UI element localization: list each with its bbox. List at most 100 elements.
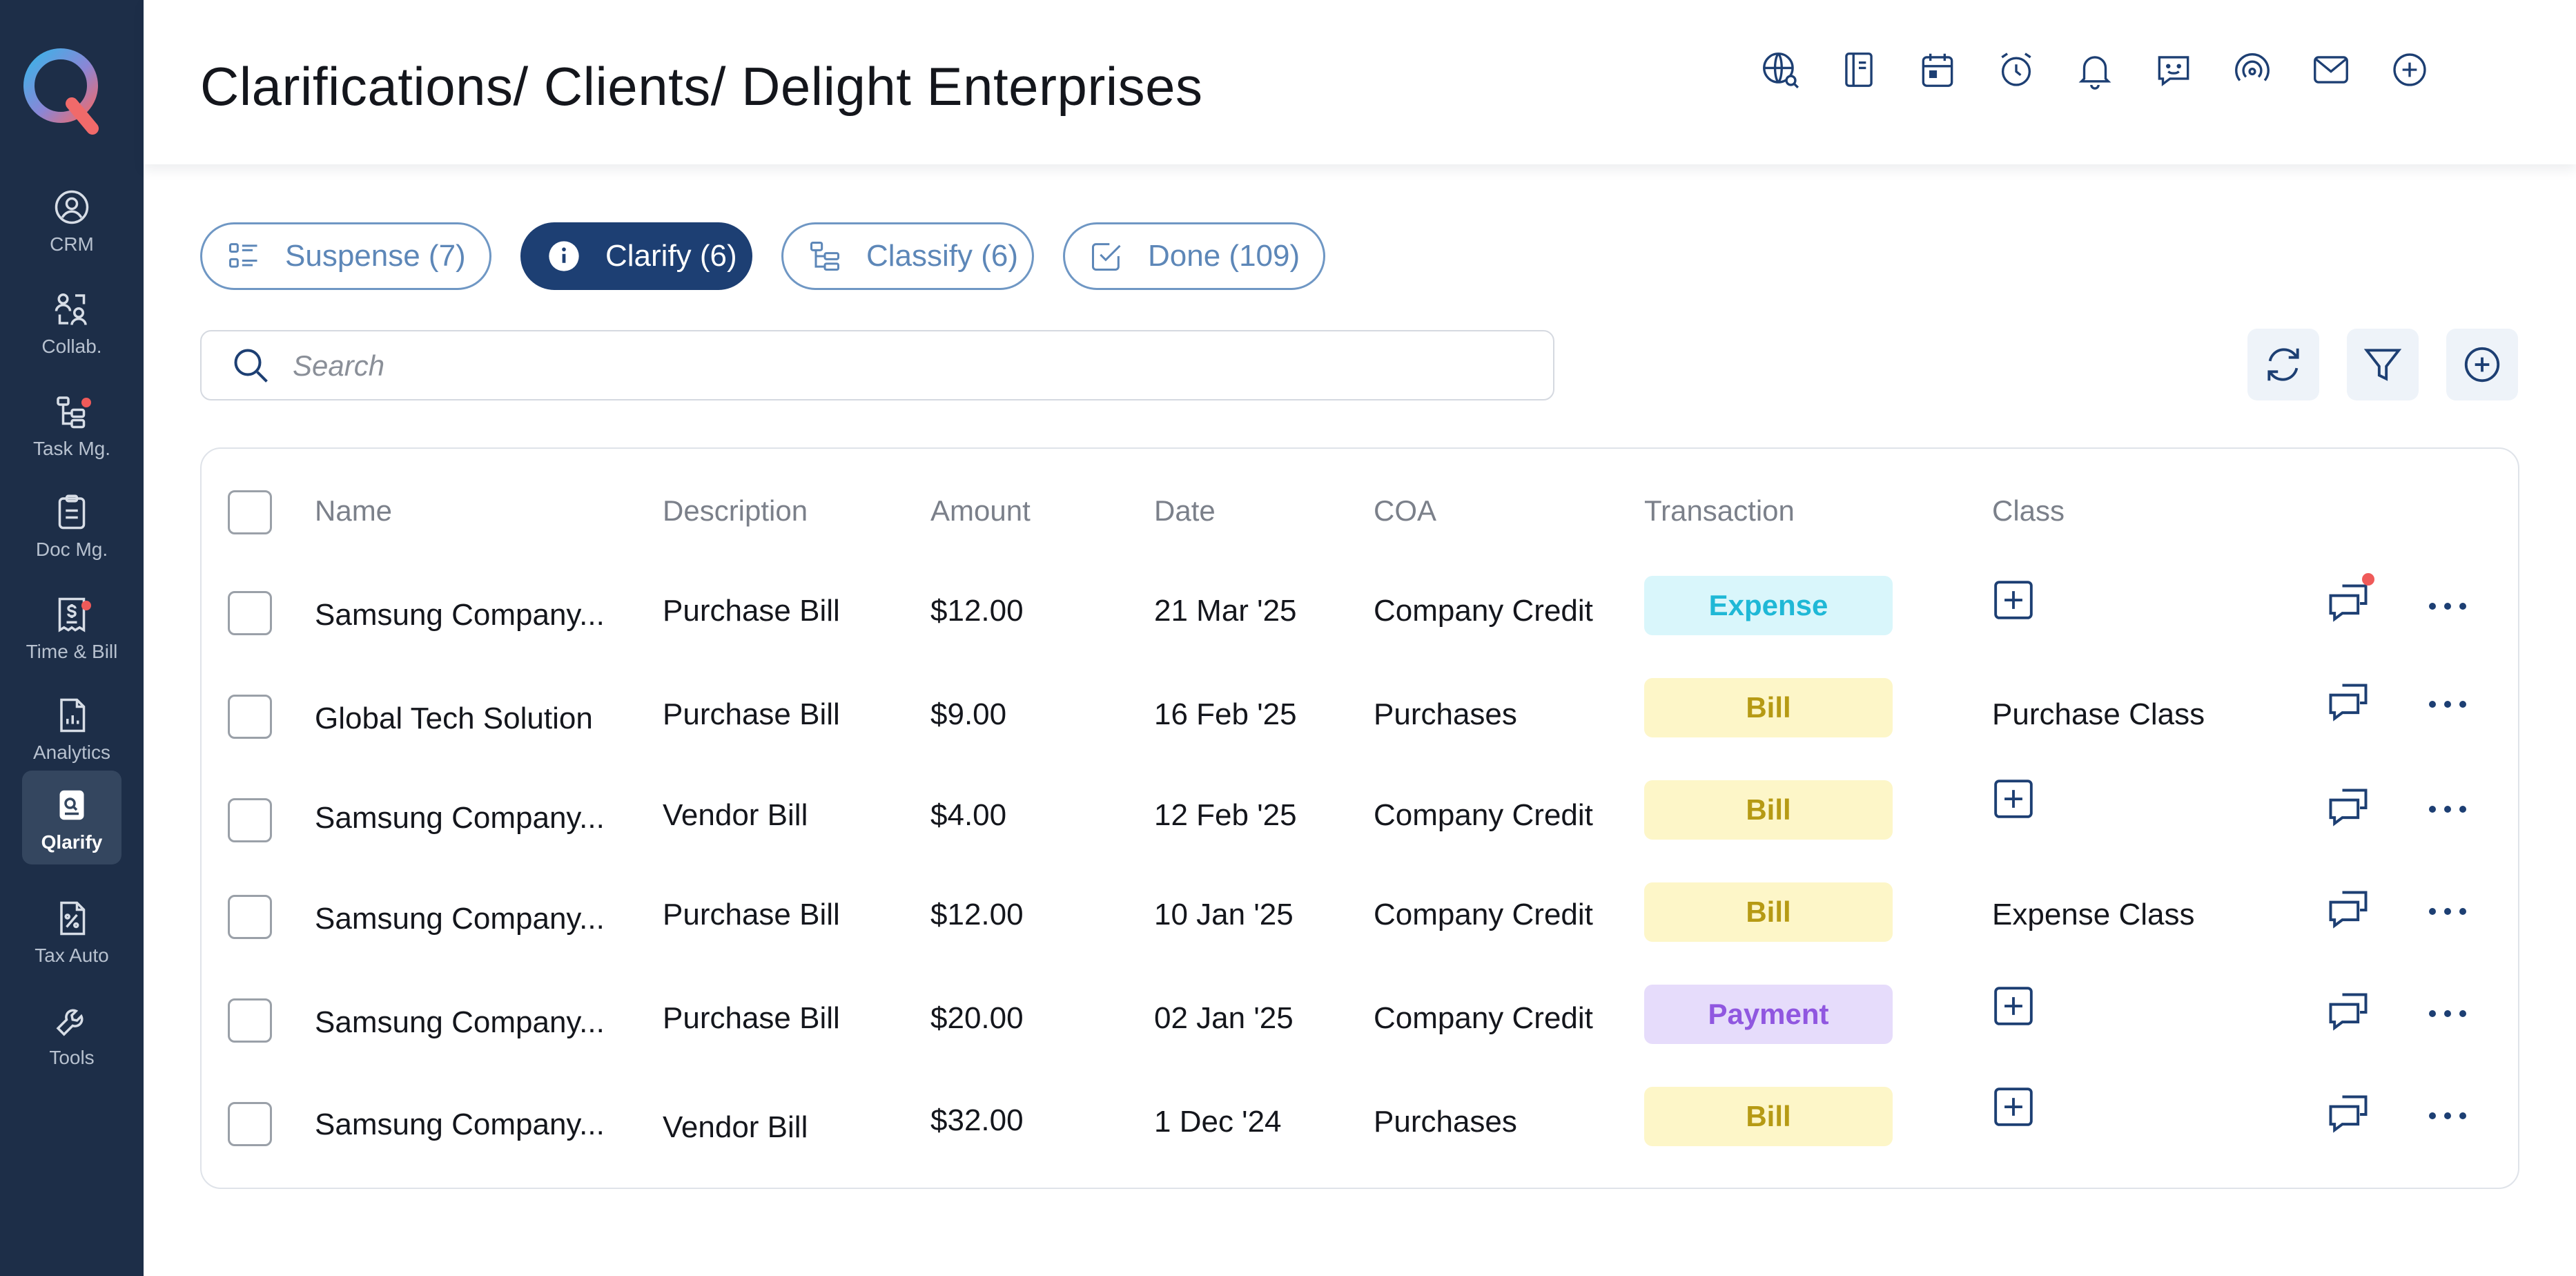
sidebar-item-qlarify[interactable]: Qlarify xyxy=(22,771,121,864)
add-class-icon[interactable] xyxy=(1992,777,2035,820)
tab-done[interactable]: Done (109) xyxy=(1063,222,1325,290)
sidebar-item-task-mg[interactable]: Task Mg. xyxy=(22,377,121,471)
tab-label: Classify (6) xyxy=(866,239,1019,273)
sidebar-item-analytics[interactable]: Analytics xyxy=(22,681,121,775)
transaction-badge[interactable]: Bill xyxy=(1644,882,1893,942)
page-title: Clarifications/ Clients/ Delight Enterpr… xyxy=(200,56,1203,117)
add-circle-icon[interactable] xyxy=(2385,46,2434,94)
row-checkbox[interactable] xyxy=(228,998,272,1043)
wrench-icon xyxy=(56,1009,84,1036)
cell-date: 1 Dec '24 xyxy=(1154,1105,1282,1139)
list-icon xyxy=(228,243,257,268)
cell-amount: $9.00 xyxy=(930,697,1007,731)
cell-name[interactable]: Samsung Company... xyxy=(315,1108,605,1141)
more-options-icon[interactable] xyxy=(2426,801,2470,818)
cell-name[interactable]: Samsung Company... xyxy=(315,598,605,632)
add-button[interactable] xyxy=(2446,329,2518,400)
transaction-badge[interactable]: Expense xyxy=(1644,576,1893,635)
column-header-coa[interactable]: COA xyxy=(1374,494,1437,527)
sidebar-item-label: Tax Auto xyxy=(35,945,109,966)
sidebar-item-collab[interactable]: Collab. xyxy=(22,275,121,369)
add-class-icon[interactable] xyxy=(1992,579,2035,621)
column-header-class[interactable]: Class xyxy=(1992,494,2065,527)
comments-icon[interactable] xyxy=(2325,784,2372,831)
column-header-name[interactable]: Name xyxy=(315,494,393,527)
column-header-date[interactable]: Date xyxy=(1154,494,1216,527)
notebook-icon[interactable] xyxy=(1835,46,1883,94)
clipboard-icon xyxy=(58,494,86,530)
sidebar-item-time-bill[interactable]: Time & Bill xyxy=(22,580,121,674)
globe-search-icon[interactable] xyxy=(1756,46,1804,94)
cell-class[interactable]: Expense Class xyxy=(1992,898,2195,931)
comments-icon[interactable] xyxy=(2325,679,2372,726)
search-input[interactable] xyxy=(293,344,1521,388)
calendar-icon[interactable] xyxy=(1913,46,1962,94)
checkbox-check-icon xyxy=(1091,243,1121,271)
user-circle-icon xyxy=(55,190,89,224)
cell-name[interactable]: Samsung Company... xyxy=(315,801,605,835)
cell-description: Vendor Bill xyxy=(663,798,808,832)
column-header-description[interactable]: Description xyxy=(663,494,808,527)
broadcast-icon[interactable] xyxy=(2228,46,2276,94)
task-tree-icon xyxy=(57,396,86,429)
comments-icon[interactable] xyxy=(2325,887,2372,934)
cell-amount: $20.00 xyxy=(930,1001,1024,1035)
alarm-clock-icon[interactable] xyxy=(1992,46,2040,94)
cell-amount: $4.00 xyxy=(930,798,1007,832)
tab-clarify[interactable]: Clarify (6) xyxy=(520,222,752,290)
tab-classify[interactable]: Classify (6) xyxy=(781,222,1034,290)
sidebar-item-label: Time & Bill xyxy=(26,641,118,662)
sidebar-item-crm[interactable]: CRM xyxy=(22,173,121,267)
sidebar-item-tools[interactable]: Tools xyxy=(22,986,121,1080)
sidebar-item-doc-mg[interactable]: Doc Mg. xyxy=(22,478,121,572)
row-checkbox[interactable] xyxy=(228,895,272,939)
comments-icon[interactable] xyxy=(2325,1091,2372,1138)
more-options-icon[interactable] xyxy=(2426,903,2470,920)
comments-icon[interactable] xyxy=(2325,580,2372,627)
chat-smile-icon[interactable] xyxy=(2149,46,2198,94)
more-options-icon[interactable] xyxy=(2426,696,2470,713)
cell-date: 02 Jan '25 xyxy=(1154,1001,1294,1035)
filter-button[interactable] xyxy=(2347,329,2419,400)
more-options-icon[interactable] xyxy=(2426,598,2470,615)
cell-coa: Company Credit xyxy=(1374,594,1593,628)
add-class-icon[interactable] xyxy=(1992,1085,2035,1128)
cell-date: 16 Feb '25 xyxy=(1154,697,1297,731)
collab-icon xyxy=(55,293,87,325)
cell-amount: $32.00 xyxy=(930,1103,1024,1137)
bell-icon[interactable] xyxy=(2071,46,2119,94)
row-checkbox[interactable] xyxy=(228,695,272,739)
sidebar-item-label: Collab. xyxy=(41,336,102,357)
top-header: Clarifications/ Clients/ Delight Enterpr… xyxy=(144,0,2576,164)
sidebar-item-label: Tools xyxy=(49,1047,95,1068)
more-options-icon[interactable] xyxy=(2426,1005,2470,1022)
column-header-transaction[interactable]: Transaction xyxy=(1644,494,1795,527)
select-all-checkbox[interactable] xyxy=(228,490,272,534)
cell-name[interactable]: Global Tech Solution xyxy=(315,702,593,735)
add-class-icon[interactable] xyxy=(1992,985,2035,1027)
column-header-amount[interactable]: Amount xyxy=(930,494,1031,527)
transaction-badge[interactable]: Payment xyxy=(1644,985,1893,1044)
cell-description: Purchase Bill xyxy=(663,594,840,628)
sidebar-item-tax-auto[interactable]: Tax Auto xyxy=(22,884,121,978)
row-checkbox[interactable] xyxy=(228,1102,272,1146)
info-icon xyxy=(549,241,579,271)
cell-name[interactable]: Samsung Company... xyxy=(315,902,605,936)
tab-suspense[interactable]: Suspense (7) xyxy=(200,222,491,290)
q-logo-icon[interactable] xyxy=(18,40,108,137)
more-options-icon[interactable] xyxy=(2426,1108,2470,1124)
row-checkbox[interactable] xyxy=(228,591,272,635)
refresh-button[interactable] xyxy=(2247,329,2319,400)
cell-description: Purchase Bill xyxy=(663,1001,840,1035)
cell-class[interactable]: Purchase Class xyxy=(1992,697,2205,731)
transaction-badge[interactable]: Bill xyxy=(1644,1087,1893,1146)
transaction-badge[interactable]: Bill xyxy=(1644,678,1893,737)
mail-icon[interactable] xyxy=(2307,46,2355,94)
transaction-badge[interactable]: Bill xyxy=(1644,780,1893,840)
row-checkbox[interactable] xyxy=(228,798,272,842)
tab-label: Suspense (7) xyxy=(285,239,466,273)
cell-name[interactable]: Samsung Company... xyxy=(315,1005,605,1039)
cell-coa: Purchases xyxy=(1374,697,1517,731)
comments-icon[interactable] xyxy=(2325,989,2372,1036)
search-box xyxy=(200,330,1554,400)
